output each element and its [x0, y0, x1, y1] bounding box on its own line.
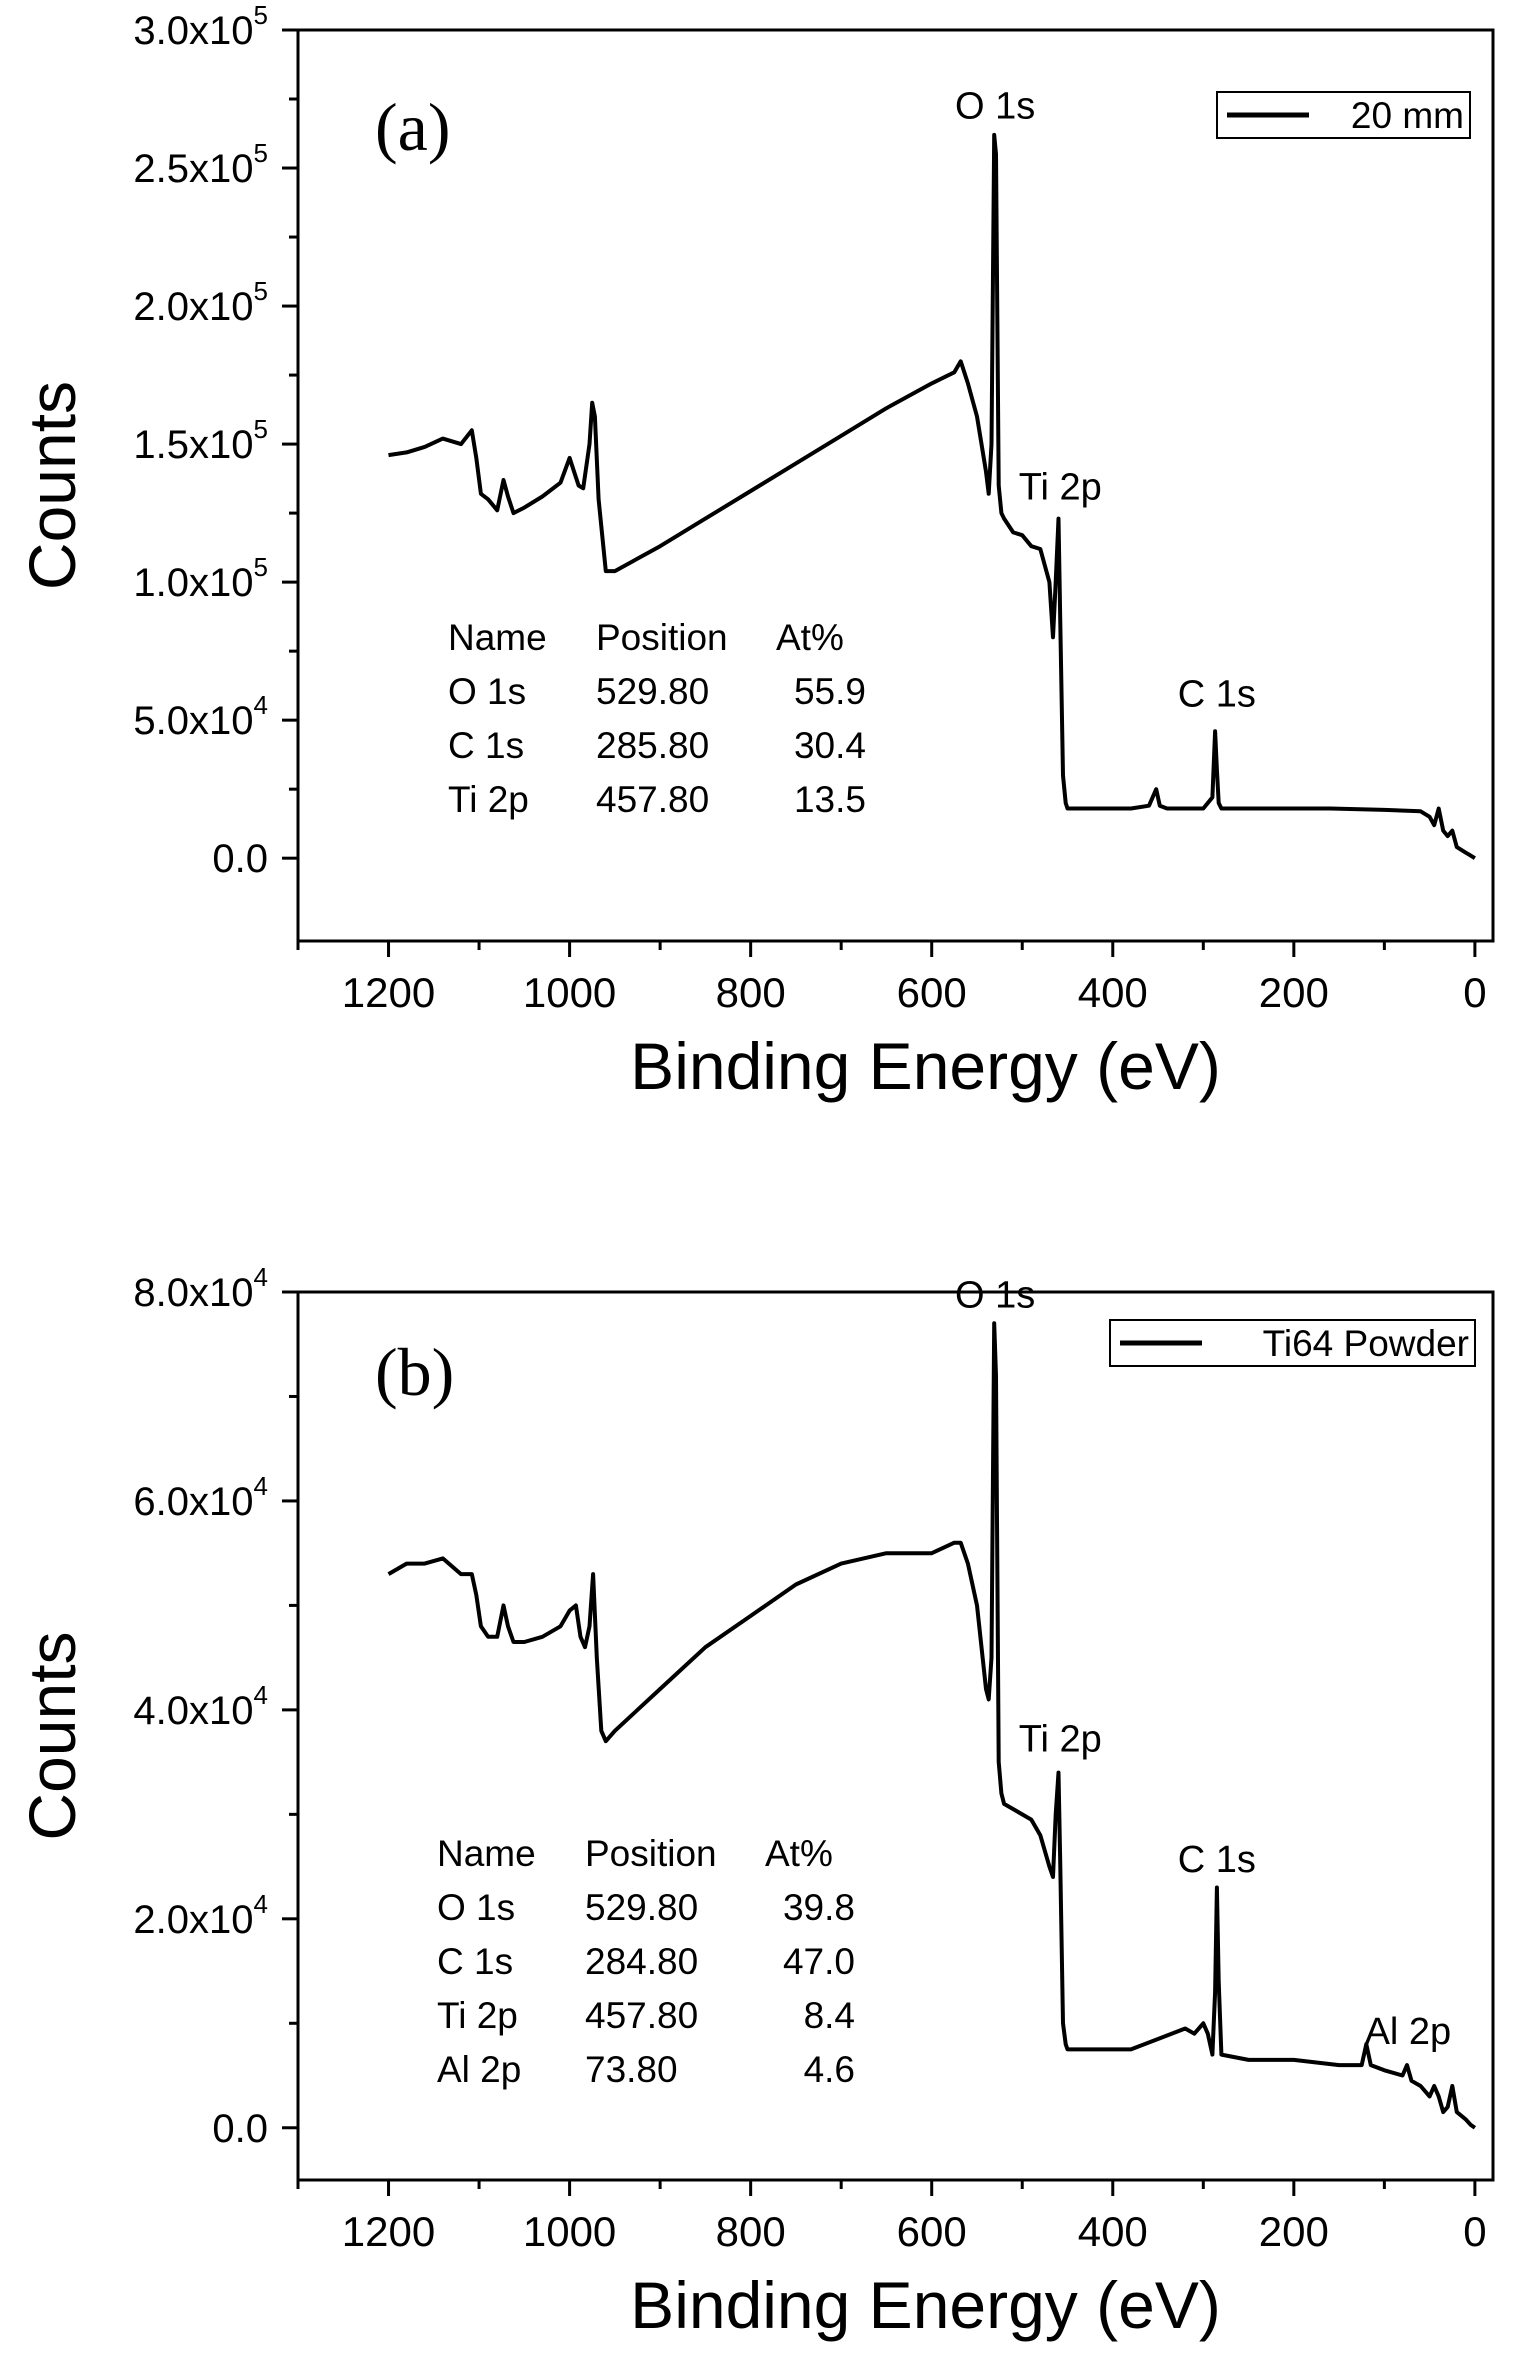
- y-tick-label: 6.0x104: [133, 1471, 268, 1524]
- series-line: [388, 132, 1476, 860]
- x-tick-label: 1000: [523, 969, 616, 1016]
- series-line: [387, 1321, 1477, 2130]
- table-cell: Al 2p: [437, 2049, 521, 2090]
- legend-box: [1216, 91, 1471, 139]
- legend-label: Ti64 Powder: [1263, 1323, 1469, 1364]
- x-tick-label: 200: [1259, 969, 1329, 1016]
- y-tick-label: 2.0x104: [133, 1889, 268, 1942]
- peak-annotation: C 1s: [1178, 673, 1256, 715]
- table-cell: 47.0: [783, 1941, 855, 1982]
- table-header: Name: [448, 617, 547, 658]
- y-tick-label: 1.0x105: [133, 552, 268, 605]
- table-cell: 30.4: [794, 725, 866, 766]
- y-tick-label: 4.0x104: [133, 1680, 268, 1733]
- y-tick-label: 1.5x105: [133, 414, 268, 467]
- plot-frame: [296, 28, 1495, 943]
- y-tick-label: 5.0x104: [133, 690, 268, 743]
- table-cell: 457.80: [596, 779, 709, 820]
- x-axis-label: Binding Energy (eV): [630, 2268, 1221, 2342]
- table-header: Position: [585, 1833, 717, 1874]
- x-tick-label: 400: [1078, 969, 1148, 1016]
- peak-annotation: O 1s: [955, 85, 1035, 127]
- peak-annotation: Ti 2p: [1019, 1719, 1102, 1761]
- x-tick-label: 0: [1463, 2208, 1486, 2255]
- x-tick-label: 1000: [523, 2208, 616, 2255]
- table-cell: O 1s: [437, 1887, 515, 1928]
- table-cell: 13.5: [794, 779, 866, 820]
- table-cell: 457.80: [585, 1995, 698, 2036]
- table-cell: 4.6: [804, 2049, 855, 2090]
- table-cell: 529.80: [596, 671, 709, 712]
- table-header: At%: [776, 617, 844, 658]
- table-cell: Ti 2p: [437, 1995, 518, 2036]
- panel-label: (a): [375, 89, 450, 165]
- table-cell: 8.4: [804, 1995, 855, 2036]
- x-tick-label: 800: [716, 2208, 786, 2255]
- y-tick-label: 2.5x105: [133, 138, 268, 191]
- x-tick-label: 600: [897, 969, 967, 1016]
- legend-label: 20 mm: [1351, 95, 1464, 136]
- table-cell: Ti 2p: [448, 779, 529, 820]
- table-cell: C 1s: [448, 725, 524, 766]
- panel-label: (b): [375, 1334, 454, 1410]
- y-tick-label: 8.0x104: [133, 1262, 268, 1315]
- plot-frame: [296, 1290, 1495, 2182]
- table-cell: 285.80: [596, 725, 709, 766]
- x-tick-label: 1200: [342, 2208, 435, 2255]
- x-tick-label: 400: [1078, 2208, 1148, 2255]
- table-cell: 39.8: [783, 1887, 855, 1928]
- table-cell: C 1s: [437, 1941, 513, 1982]
- y-tick-label: 3.0x105: [133, 0, 268, 53]
- x-tick-label: 0: [1463, 969, 1486, 1016]
- y-axis-label: Counts: [15, 1631, 89, 1840]
- peak-annotation: O 1s: [955, 1275, 1035, 1317]
- table-header: At%: [765, 1833, 833, 1874]
- x-tick-label: 600: [897, 2208, 967, 2255]
- peak-annotation: Al 2p: [1365, 2011, 1452, 2053]
- peak-annotation: C 1s: [1178, 1839, 1256, 1881]
- x-tick-label: 200: [1259, 2208, 1329, 2255]
- x-axis-label: Binding Energy (eV): [630, 1029, 1221, 1103]
- table-cell: O 1s: [448, 671, 526, 712]
- y-tick-label: 0.0: [212, 2107, 268, 2151]
- table-cell: 529.80: [585, 1887, 698, 1928]
- table-cell: 284.80: [585, 1941, 698, 1982]
- panel-a-chart: 1200 1000 800 600 400 200 0 3.0x105 2.5x105 2.0x1…: [15, 0, 1495, 1103]
- x-tick-label: 1200: [342, 969, 435, 1016]
- table-header: Position: [596, 617, 728, 658]
- x-tick-label: 800: [716, 969, 786, 1016]
- peak-annotation: Ti 2p: [1019, 466, 1102, 508]
- y-tick-label: 0.0: [212, 837, 268, 881]
- y-axis-label: Counts: [15, 381, 89, 590]
- panel-b-chart: 1200 1000 800 600 400 200 0 8.0x104 6.0x104 4.0x1…: [15, 1262, 1495, 2342]
- y-tick-label: 2.0x105: [133, 276, 268, 329]
- table-header: Name: [437, 1833, 536, 1874]
- table-cell: 55.9: [794, 671, 866, 712]
- table-cell: 73.80: [585, 2049, 678, 2090]
